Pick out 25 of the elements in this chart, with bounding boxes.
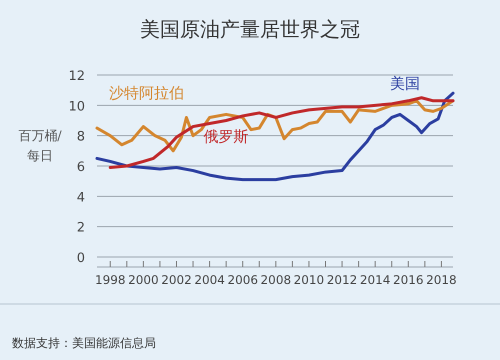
x-tick-label: 2002 [161,273,192,287]
x-tick-label: 2014 [360,273,390,287]
y-axis-title: 百万桶/每日 [18,129,62,164]
x-tick-label: 2004 [194,273,225,287]
x-tick-label: 2008 [260,273,292,287]
y-tick-label: 0 [76,251,85,266]
line-series [96,99,454,152]
y-tick-label: 2 [76,220,85,236]
series-label: 俄罗斯 [204,128,249,146]
chart-title: 美国原油产量居世界之冠 [140,17,360,41]
x-tick-label: 2000 [128,273,159,287]
x-tick-label: 1998 [94,273,126,287]
y-tick-label: 10 [68,99,85,114]
x-tick-label: 2012 [326,273,358,287]
y-tick-label: 8 [76,130,85,145]
x-tick-label: 2010 [294,273,324,287]
y-tick-label: 6 [76,160,85,175]
y-tick-label: 12 [68,69,85,84]
x-tick-label: 2016 [393,273,424,287]
x-tick-label: 2018 [426,273,457,287]
series-label: 沙特阿拉伯 [109,84,184,102]
text: 数据支持：美国能源信息局 [12,336,156,350]
series-label: 美国 [390,74,420,93]
x-tick-label: 2006 [227,273,258,287]
y-tick-label: 4 [76,190,85,206]
